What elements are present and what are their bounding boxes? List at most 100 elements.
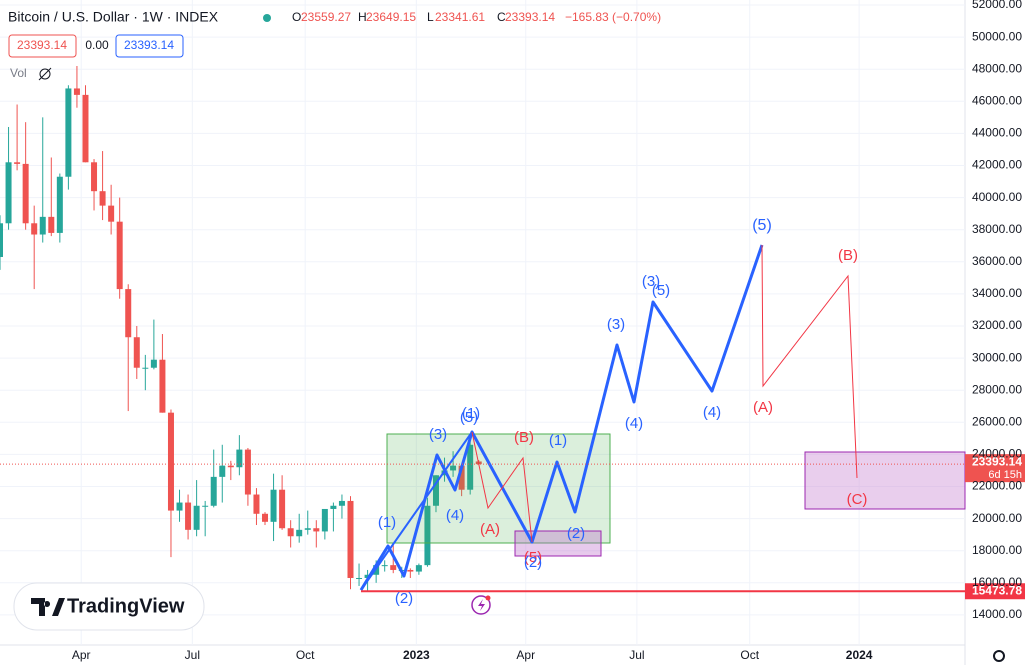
candle-body [330,505,337,509]
ohlc-value: 23341.61 [435,10,485,24]
candle-body [236,449,243,468]
event-icon[interactable] [471,595,491,615]
candle-body [304,528,311,530]
wave-label: (B) [838,247,858,264]
wave-label: (3) [607,316,625,333]
candle-body [356,577,363,579]
buy-price: 23393.14 [124,38,174,52]
wave-label: (5) [460,409,478,426]
candle-body [14,162,21,164]
y-tick-label: 42000.00 [972,158,1022,172]
x-tick-label: 2024 [846,648,873,662]
x-tick-label: Apr [72,648,91,662]
wave-label: (5) [752,217,772,234]
candle-body [313,528,320,532]
ohlc-key: H [358,10,367,24]
wave-label: (5) [524,549,542,566]
candle-body [364,574,371,578]
hide-icon[interactable] [38,67,52,81]
candle-body [210,476,217,506]
ohlc-key: O [292,10,301,24]
candle-body [227,465,234,468]
brand-logo [31,598,65,616]
candle-body [390,565,397,570]
candle-body [116,221,123,290]
y-tick-label: 30000.00 [972,350,1022,364]
ohlc-key: C [497,10,506,24]
candle-body [424,505,431,566]
candle-body [287,528,294,537]
event-dot [485,595,491,601]
candle-body [450,465,457,471]
candle-body [99,191,106,206]
y-tick-label: 18000.00 [972,543,1022,557]
ohlc-value: 23559.27 [301,10,351,24]
candle-body [467,444,474,490]
brand-badge[interactable] [13,582,205,631]
y-tick-label: 48000.00 [972,61,1022,75]
wave-label: (A) [753,399,773,416]
y-tick-label: 14000.00 [972,607,1022,621]
candle-body [48,216,55,233]
y-tick-label: 50000.00 [972,29,1022,43]
x-tick-label: Jul [185,648,200,662]
x-tick-label: Oct [296,648,315,662]
price-tag-value: 23393.14 [972,454,1022,468]
sell-box [8,34,77,58]
y-tick-label: 16000.00 [972,575,1022,589]
candle-body [347,500,354,578]
y-tick-label: 34000.00 [972,286,1022,300]
wave-label: (2) [395,590,413,607]
wave-label: (2) [524,554,542,571]
wave-label: (4) [446,507,464,524]
support-tag [965,583,1025,600]
wave-label: (5) [652,282,670,299]
candle-body [0,223,3,257]
support-tag-value: 15473.78 [972,583,1022,597]
candle-body [458,465,465,490]
x-tick-label: 2023 [403,648,430,662]
y-tick-label: 44000.00 [972,126,1022,140]
spread: 0.00 [85,38,109,52]
wave-label: (2) [567,525,585,542]
candle-body [338,500,345,506]
y-tick-label: 28000.00 [972,382,1022,396]
candle-body [244,449,251,495]
y-tick-label: 26000.00 [972,414,1022,428]
wave-label: (C) [847,491,868,508]
wave-label: (4) [703,404,721,421]
candle-body [202,505,209,507]
candle-body [142,367,149,369]
settings-icon[interactable] [993,650,1005,662]
ohlc-legend: O 23559.27 H 23649.15 L 23341.61 C 23393.14 −165… [292,10,661,24]
price-tag-countdown: 6d 15h [988,469,1022,481]
wave-path [359,244,764,591]
wave-label: (4) [625,415,643,432]
candles [0,65,482,591]
candle-body [56,176,63,233]
candle-body [321,508,328,532]
wave-label: (1) [549,432,567,449]
candle-body [133,337,140,368]
candle-body [22,163,29,224]
y-tick-label: 52000.00 [972,0,1022,11]
buy-box [115,34,184,58]
candle-body [432,475,439,506]
candle-body [125,289,132,338]
ohlc-value: 23649.15 [366,10,416,24]
candle-body [296,529,303,537]
candle-body [176,502,183,511]
ohlc-value: 23393.14 [505,10,555,24]
candle-body [219,465,226,477]
candle-body [415,565,422,572]
wave-label: (3) [429,426,447,443]
brand-name: TradingView [67,595,185,617]
candle-body [167,412,174,511]
x-tick-label: Jul [629,648,644,662]
wave-label: (1) [462,405,480,422]
event-bolt [478,599,485,611]
y-tick-label: 20000.00 [972,511,1022,525]
grid [0,0,965,645]
